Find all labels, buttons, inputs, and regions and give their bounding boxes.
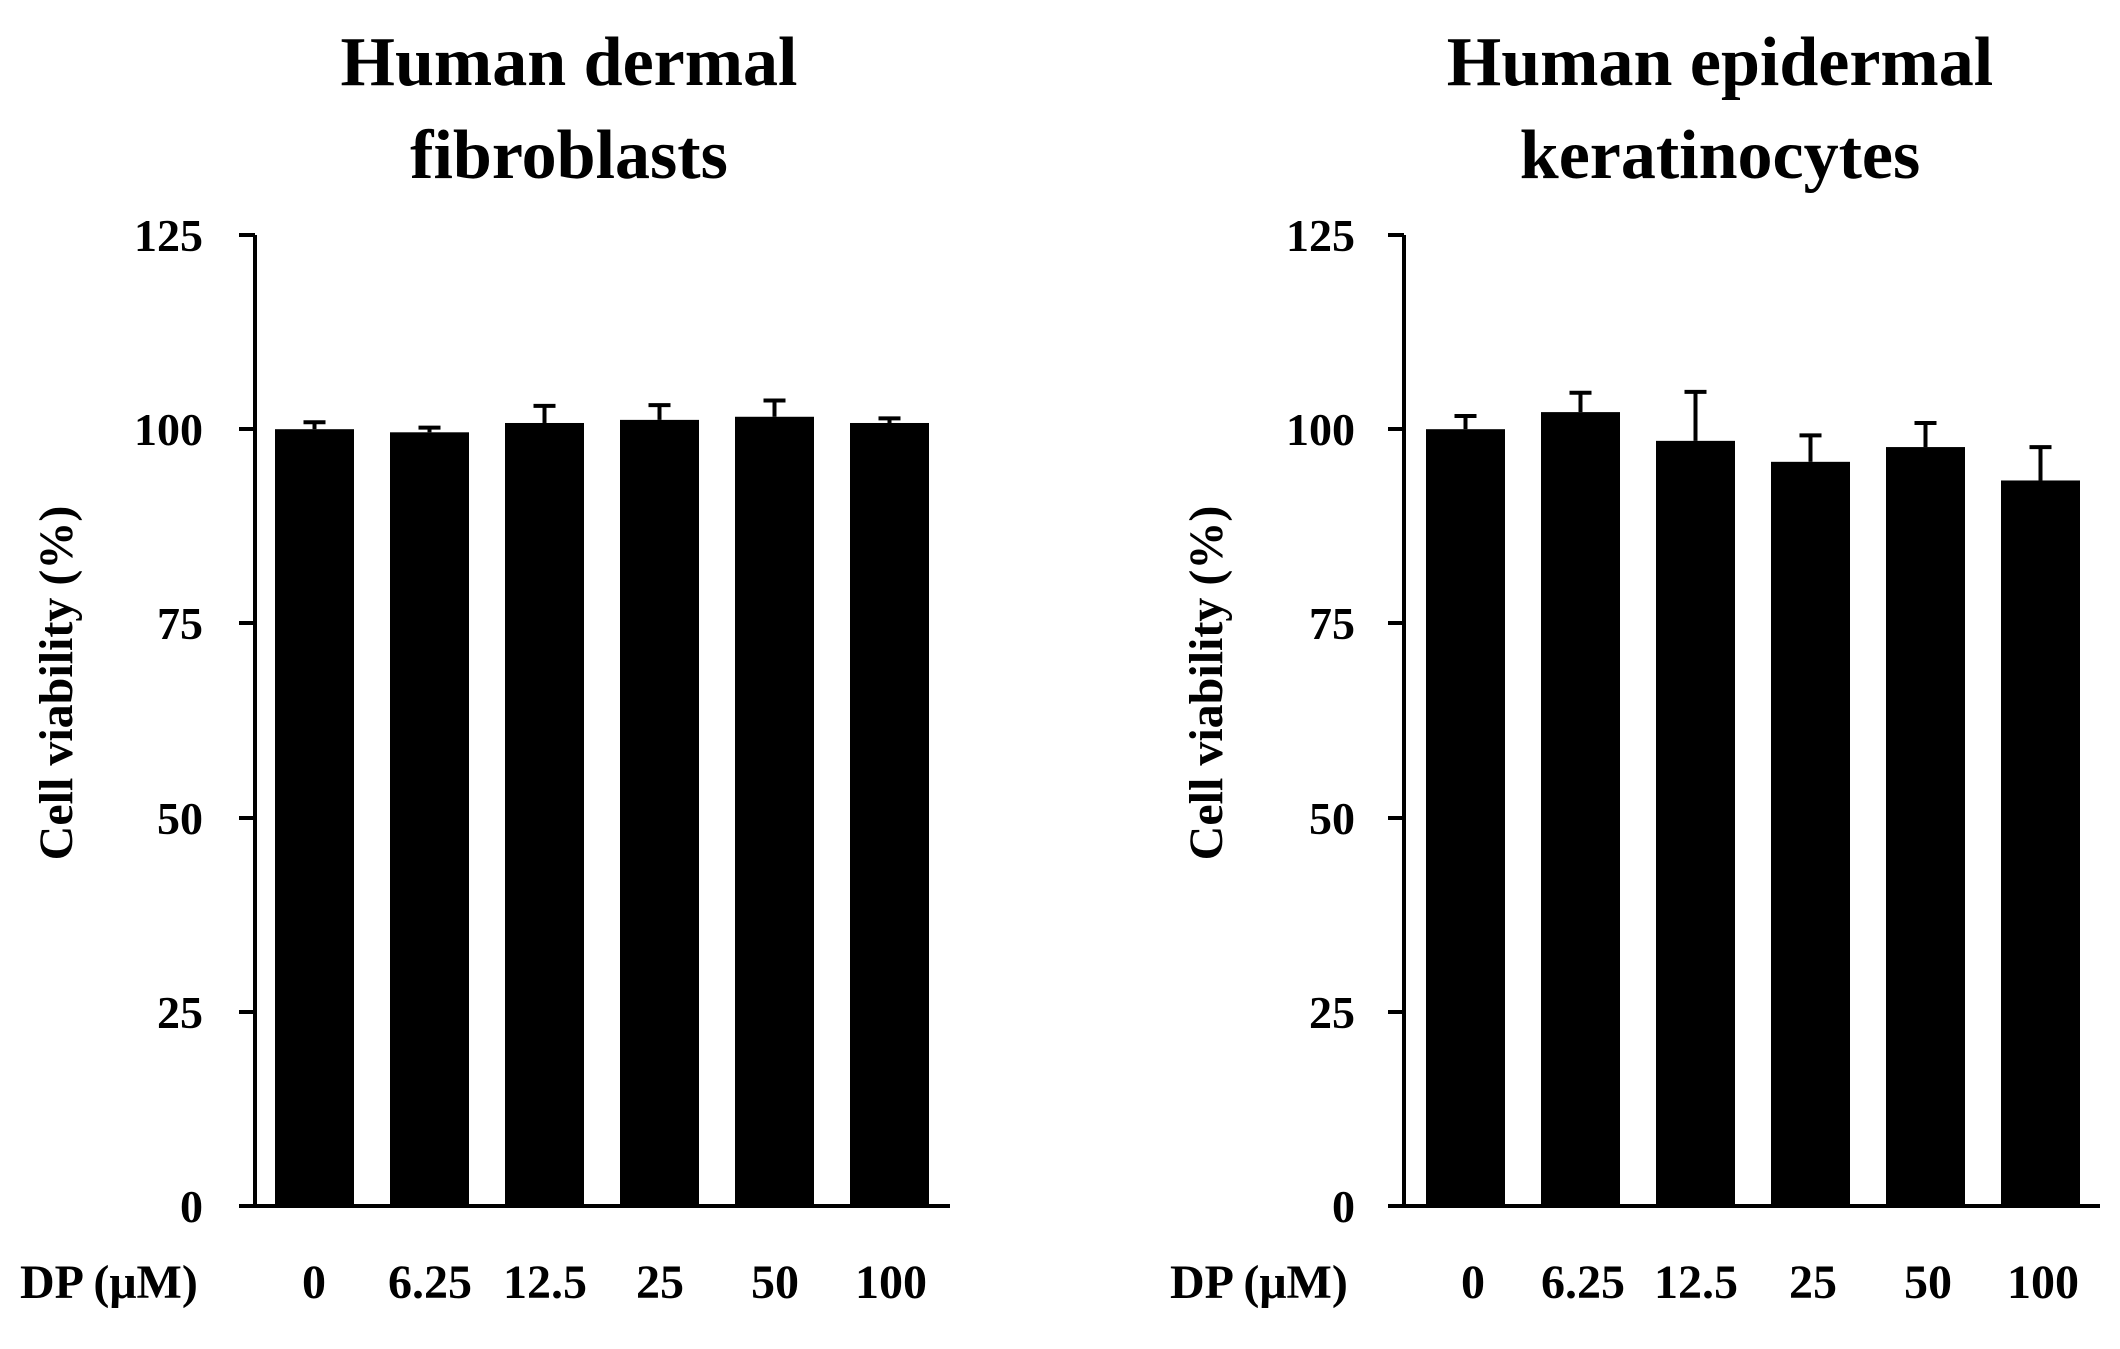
y-tick-label: 0: [1332, 1181, 1355, 1232]
x-axis-label: DP (μM): [20, 1256, 198, 1309]
y-tick-label: 50: [157, 793, 203, 844]
chart-title-line-2: fibroblasts: [410, 117, 728, 194]
y-tick-label: 100: [1286, 404, 1355, 455]
x-tick-label: 50: [751, 1256, 799, 1309]
chart-title-line-2: keratinocytes: [1520, 117, 1920, 194]
bar: [275, 429, 354, 1206]
x-tick-label: 12.5: [503, 1256, 587, 1309]
x-tick-label: 100: [855, 1256, 927, 1309]
y-tick-label: 25: [157, 987, 203, 1038]
chart-title-line-1: Human epidermal: [1447, 24, 1993, 101]
bar: [1541, 412, 1620, 1206]
x-axis-label: DP (μM): [1170, 1256, 1348, 1309]
chart-panel-keratinocytes: Human epidermal keratinocytes Cell viabi…: [1170, 24, 2100, 1309]
x-tick-label: 50: [1904, 1256, 1952, 1309]
x-tick-label: 12.5: [1654, 1256, 1738, 1309]
y-axis-label: Cell viability (%): [1180, 506, 1233, 861]
y-tick-label: 75: [157, 598, 203, 649]
y-tick-label: 100: [134, 404, 203, 455]
y-tick-label: 50: [1309, 793, 1355, 844]
x-tick-labels: 0 6.25 12.5 25 50 100: [1461, 1256, 2079, 1309]
bar: [505, 422, 584, 1206]
bar: [620, 419, 699, 1206]
y-tick-label: 125: [1286, 210, 1355, 261]
bar: [1886, 447, 1965, 1206]
y-axis: 0 25 50 75 100 125: [1286, 210, 1406, 1232]
y-axis: 0 25 50 75 100 125: [134, 210, 257, 1232]
x-tick-label: 0: [1461, 1256, 1485, 1309]
x-tick-label: 0: [302, 1256, 326, 1309]
bar: [735, 416, 814, 1206]
y-tick-label: 125: [134, 210, 203, 261]
bar: [2001, 480, 2080, 1206]
x-tick-label: 6.25: [388, 1256, 472, 1309]
x-tick-labels: 0 6.25 12.5 25 50 100: [302, 1256, 927, 1309]
bar: [1771, 461, 1850, 1207]
y-axis-label: Cell viability (%): [30, 506, 83, 861]
x-tick-label: 6.25: [1541, 1256, 1625, 1309]
bar-series: [1426, 389, 2080, 1207]
x-tick-label: 25: [636, 1256, 684, 1309]
x-tick-label: 100: [2007, 1256, 2079, 1309]
y-tick-label: 25: [1309, 987, 1355, 1038]
bar: [1426, 429, 1505, 1206]
x-tick-label: 25: [1789, 1256, 1837, 1309]
chart-title-line-1: Human dermal: [341, 24, 798, 101]
chart-panel-fibroblasts: Human dermal fibroblasts Cell viability …: [20, 24, 950, 1309]
bar-series: [275, 398, 929, 1206]
bar: [850, 422, 929, 1206]
bar: [1656, 440, 1735, 1206]
y-tick-label: 0: [180, 1181, 203, 1232]
bar: [390, 432, 469, 1206]
y-tick-label: 75: [1309, 598, 1355, 649]
